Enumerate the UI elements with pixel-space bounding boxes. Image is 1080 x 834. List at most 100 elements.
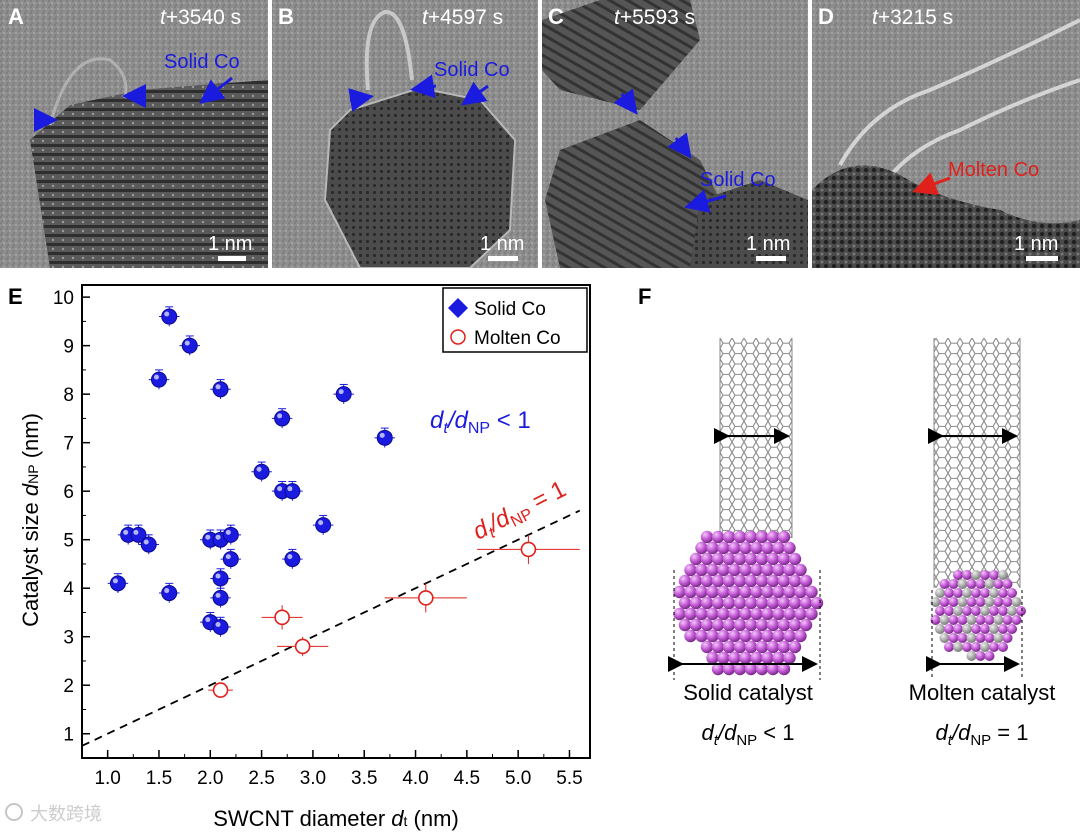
molten-np-atom: [966, 579, 977, 589]
y-tick-label: 4: [63, 579, 74, 600]
y-tick-label: 5: [63, 531, 74, 552]
chart-plot-frame: [81, 284, 591, 759]
molten-np-atom: [998, 624, 1008, 634]
tem-panel-c-crystal-right: [690, 180, 808, 268]
solid-catalyst-nanoparticle: [673, 530, 824, 676]
chart-legend-molten-marker: [450, 329, 466, 345]
solid-np-atom: [750, 629, 763, 643]
molten-np-atom: [1011, 615, 1022, 625]
solid-np-atom: [788, 618, 802, 632]
tem-panel-c-arrow-1: [613, 88, 638, 115]
solid-np-atom: [777, 596, 791, 610]
molten-np-atom: [1002, 597, 1013, 607]
y-tick-label: 10: [53, 288, 74, 309]
solid-np-atom: [766, 618, 780, 632]
solid-np-atom: [695, 585, 708, 599]
molten-np-atom: [957, 579, 968, 589]
tem-panel-a-catalyst-lattice: [30, 80, 268, 268]
molten-catalyst-nanoparticle: [930, 570, 1026, 661]
solid-np-atom: [739, 651, 752, 665]
tem-panel-c-time: t+5593 s: [614, 6, 695, 29]
solid-point-highlight: [215, 573, 221, 579]
molten-np-atom: [993, 579, 1004, 589]
molten-np-atom: [966, 615, 977, 625]
solid-np-atom: [772, 563, 785, 577]
solid-np-atom: [684, 585, 697, 599]
solid-np-atom: [689, 574, 703, 588]
solid-np-atom: [739, 607, 752, 621]
molten-np-atom: [1002, 579, 1013, 589]
solid-np-atom: [733, 640, 747, 654]
solid-point-highlight: [215, 534, 221, 540]
solid-np-atom: [700, 552, 714, 566]
solid-point-highlight: [164, 588, 170, 594]
solid-point-highlight: [143, 539, 149, 545]
solid-data-point: [212, 381, 229, 398]
solid-np-atom: [728, 651, 741, 665]
solid-np-atom: [755, 574, 769, 588]
solid-catalyst-ratio: dt/dNP < 1: [702, 720, 795, 749]
solid-np-atom: [772, 651, 785, 665]
solid-np-atom: [772, 629, 785, 643]
molten-np-atom: [975, 597, 986, 607]
chart-reference-line-group: [81, 509, 581, 747]
tem-panel-a-letter: A: [8, 4, 24, 29]
tem-panel-b-arrow-solid-co: [461, 81, 489, 106]
solid-np-atom: [744, 640, 758, 654]
solid-np-atom: [700, 640, 714, 654]
solid-np-atom: [739, 585, 752, 599]
solid-np-atom: [733, 618, 747, 632]
solid-np-atom: [761, 563, 774, 577]
tem-panel-a-solid-co-label: Solid Co: [164, 51, 240, 73]
solid-np-atom: [733, 596, 747, 610]
molten-np-atom: [971, 570, 981, 580]
solid-np-atom: [766, 640, 780, 654]
molten-np-atom: [966, 651, 977, 661]
tem-panel-a-tube-cap: [48, 57, 128, 126]
solid-data-point: [222, 551, 239, 568]
molten-catalyst-ratio: dt/dNP = 1: [936, 720, 1029, 749]
molten-np-atom: [935, 606, 945, 616]
solid-catalyst-illustration: Solid catalyst dt/dNP < 1: [668, 338, 824, 749]
solid-np-atom: [744, 596, 758, 610]
solid-np-atom: [689, 552, 703, 566]
solid-np-atom: [783, 629, 796, 643]
solid-data-point: [284, 551, 301, 568]
x-tick-label: 1.5: [146, 768, 172, 789]
molten-np-atom: [944, 624, 954, 634]
solid-np-atom: [711, 618, 725, 632]
molten-np-atom: [935, 588, 945, 598]
solid-np-atom: [783, 607, 796, 621]
y-tick-label: 1: [63, 725, 74, 746]
molten-np-atom: [1007, 606, 1017, 616]
molten-np-atom: [1002, 633, 1013, 643]
solid-np-atom: [722, 530, 736, 544]
molten-np-atom: [989, 606, 999, 616]
molten-np-atom: [984, 615, 995, 625]
molten-np-atom: [966, 597, 977, 607]
solid-np-atom: [772, 607, 785, 621]
tem-panel-b-scale-bar: [488, 256, 518, 261]
solid-data-point: [140, 536, 157, 553]
solid-np-atom: [711, 640, 725, 654]
chart-legend-molten-label: Molten Co: [474, 328, 561, 349]
solid-np-atom: [794, 563, 807, 577]
molten-np-atom: [993, 633, 1004, 643]
solid-np-atom: [744, 618, 758, 632]
solid-np-atom: [788, 552, 802, 566]
solid-np-atom: [711, 552, 725, 566]
solid-np-atom: [783, 585, 796, 599]
solid-np-atom: [766, 552, 780, 566]
tem-panel-c: Solid Co C t+5593 s 1 nm: [542, 0, 808, 268]
chart-molten-series: [208, 534, 580, 698]
molten-np-atom: [993, 597, 1004, 607]
solid-np-atom: [794, 607, 807, 621]
molten-np-atom: [980, 570, 990, 580]
solid-point-highlight: [277, 413, 283, 419]
solid-np-atom: [722, 596, 736, 610]
chart-legend-solid-label: Solid Co: [474, 299, 546, 320]
solid-np-atom: [733, 574, 747, 588]
chart-panel-letter: E: [8, 284, 23, 309]
tem-panel-b-tube: [364, 10, 414, 91]
solid-np-atom: [788, 640, 802, 654]
